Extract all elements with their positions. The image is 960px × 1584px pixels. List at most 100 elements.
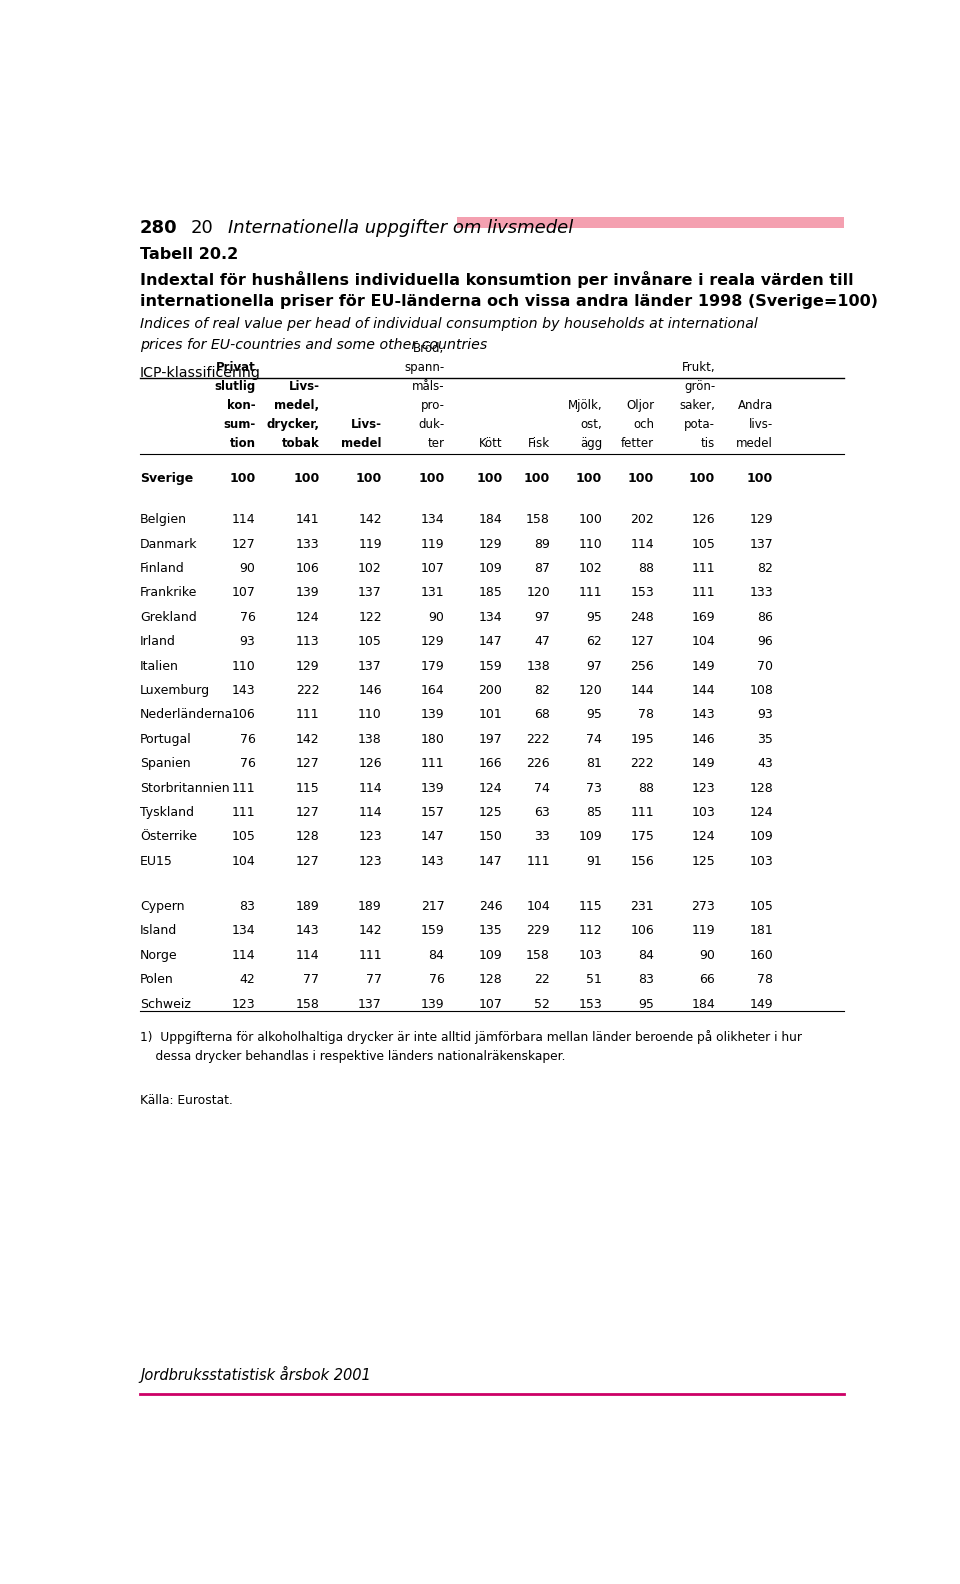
Text: 137: 137	[358, 586, 382, 599]
Text: Privat: Privat	[216, 361, 255, 374]
Text: tion: tion	[229, 437, 255, 450]
Text: 202: 202	[631, 513, 654, 526]
Text: drycker,: drycker,	[266, 418, 320, 431]
Text: Mjölk,: Mjölk,	[567, 399, 602, 412]
Text: prices for EU-countries and some other countries: prices for EU-countries and some other c…	[140, 337, 488, 352]
Text: 185: 185	[478, 586, 502, 599]
Text: 107: 107	[231, 586, 255, 599]
Text: 104: 104	[691, 635, 715, 648]
Text: 97: 97	[587, 659, 602, 673]
Text: spann-: spann-	[404, 361, 444, 374]
Text: 280: 280	[140, 219, 178, 238]
Text: 149: 149	[750, 998, 773, 1011]
Text: 111: 111	[420, 757, 444, 770]
Text: Internationella uppgifter om livsmedel: Internationella uppgifter om livsmedel	[228, 219, 573, 238]
Text: Sverige: Sverige	[140, 472, 193, 485]
Text: Livs-: Livs-	[288, 380, 320, 393]
Text: 111: 111	[526, 855, 550, 868]
Text: medel: medel	[342, 437, 382, 450]
Text: 184: 184	[479, 513, 502, 526]
Text: Italien: Italien	[140, 659, 179, 673]
Text: 160: 160	[750, 949, 773, 961]
Text: Källa: Eurostat.: Källa: Eurostat.	[140, 1095, 233, 1107]
Text: 142: 142	[358, 513, 382, 526]
Text: 114: 114	[296, 949, 320, 961]
Text: 100: 100	[355, 472, 382, 485]
Text: 100: 100	[524, 472, 550, 485]
Text: internationella priser för EU-länderna och vissa andra länder 1998 (Sverige=100): internationella priser för EU-länderna o…	[140, 293, 878, 309]
Text: 102: 102	[578, 562, 602, 575]
Text: 137: 137	[358, 659, 382, 673]
Text: Belgien: Belgien	[140, 513, 187, 526]
Text: 143: 143	[420, 855, 444, 868]
Text: 52: 52	[534, 998, 550, 1011]
Text: 158: 158	[526, 949, 550, 961]
Text: Kött: Kött	[479, 437, 502, 450]
Text: 123: 123	[358, 830, 382, 843]
Text: 139: 139	[296, 586, 320, 599]
Text: 111: 111	[691, 562, 715, 575]
Text: 120: 120	[526, 586, 550, 599]
Text: 222: 222	[631, 757, 654, 770]
Text: 127: 127	[296, 757, 320, 770]
Text: 77: 77	[303, 973, 320, 987]
Text: 109: 109	[479, 562, 502, 575]
Text: Fisk: Fisk	[528, 437, 550, 450]
Text: 97: 97	[534, 611, 550, 624]
Text: 217: 217	[420, 900, 444, 912]
Text: Schweiz: Schweiz	[140, 998, 191, 1011]
Text: 124: 124	[691, 830, 715, 843]
Text: 66: 66	[700, 973, 715, 987]
Text: 131: 131	[420, 586, 444, 599]
Text: 139: 139	[420, 998, 444, 1011]
Text: Irland: Irland	[140, 635, 176, 648]
Text: 159: 159	[479, 659, 502, 673]
Text: 91: 91	[587, 855, 602, 868]
Text: 150: 150	[478, 830, 502, 843]
Text: 133: 133	[750, 586, 773, 599]
Text: 124: 124	[479, 781, 502, 795]
Text: Indextal för hushållens individuella konsumtion per invånare i reala värden till: Indextal för hushållens individuella kon…	[140, 271, 853, 288]
Text: 33: 33	[535, 830, 550, 843]
Text: 126: 126	[358, 757, 382, 770]
Text: Bröd,: Bröd,	[413, 342, 444, 355]
Text: 83: 83	[240, 900, 255, 912]
Text: 127: 127	[296, 855, 320, 868]
Text: 90: 90	[428, 611, 444, 624]
Text: Jordbruksstatistisk årsbok 2001: Jordbruksstatistisk årsbok 2001	[140, 1365, 371, 1383]
Text: 119: 119	[358, 537, 382, 551]
Text: 147: 147	[479, 635, 502, 648]
Text: 156: 156	[631, 855, 654, 868]
Text: 95: 95	[587, 708, 602, 721]
Text: 78: 78	[638, 708, 654, 721]
Text: 123: 123	[231, 998, 255, 1011]
Text: 110: 110	[358, 708, 382, 721]
Text: 111: 111	[231, 781, 255, 795]
Text: 226: 226	[526, 757, 550, 770]
Text: 115: 115	[296, 781, 320, 795]
Text: 229: 229	[526, 925, 550, 938]
Text: 138: 138	[358, 733, 382, 746]
Text: 222: 222	[296, 684, 320, 697]
Text: 158: 158	[526, 513, 550, 526]
Text: 62: 62	[587, 635, 602, 648]
Text: sum-: sum-	[223, 418, 255, 431]
Text: 200: 200	[478, 684, 502, 697]
Text: 107: 107	[478, 998, 502, 1011]
Text: 68: 68	[534, 708, 550, 721]
Text: 246: 246	[479, 900, 502, 912]
Text: 110: 110	[578, 537, 602, 551]
Text: 111: 111	[579, 586, 602, 599]
Text: 124: 124	[750, 806, 773, 819]
Text: 76: 76	[240, 611, 255, 624]
Text: Indices of real value per head of individual consumption by households at intern: Indices of real value per head of indivi…	[140, 317, 757, 331]
Text: 159: 159	[420, 925, 444, 938]
Text: 146: 146	[358, 684, 382, 697]
Text: saker,: saker,	[680, 399, 715, 412]
Text: 134: 134	[231, 925, 255, 938]
Text: Frankrike: Frankrike	[140, 586, 198, 599]
Text: 248: 248	[631, 611, 654, 624]
Text: 76: 76	[240, 757, 255, 770]
Text: medel: medel	[736, 437, 773, 450]
Text: 105: 105	[750, 900, 773, 912]
